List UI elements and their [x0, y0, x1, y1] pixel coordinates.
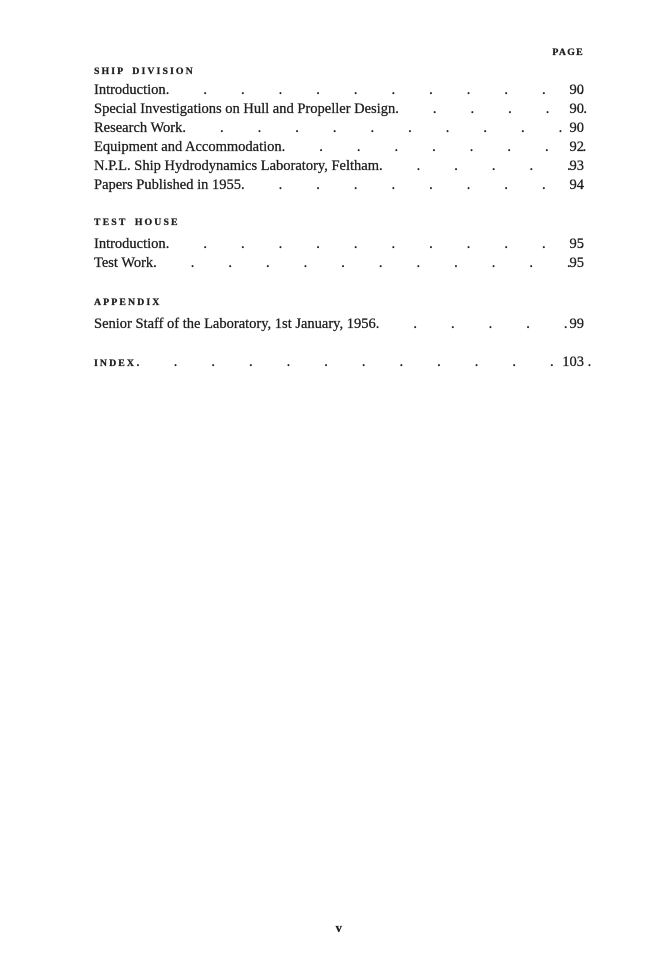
entry-page-number: 99 [569, 316, 584, 332]
toc-section-appendix: APPENDIX Senior Staff of the Laboratory,… [94, 293, 591, 334]
toc-entry: Research Work ..........................… [94, 119, 591, 138]
toc-entry: Test Work ............................ 9… [94, 254, 591, 273]
entry-page-number: 93 [569, 158, 584, 174]
toc-entry: Senior Staff of the Laboratory, 1st Janu… [94, 315, 591, 334]
dot-leader: ............................ [395, 101, 591, 117]
dot-leader: ............................ [379, 158, 591, 174]
toc-entry: Special Investigations on Hull and Prope… [94, 100, 591, 119]
section-heading: TEST HOUSE [94, 217, 180, 228]
toc-entry: Introduction ...........................… [94, 81, 591, 100]
dot-leader: ............................ [165, 236, 591, 252]
entry-page-number: 90 [569, 101, 584, 117]
toc-entry: Equipment and Accommodation ............… [94, 138, 591, 157]
entry-title: Equipment and Accommodation [94, 139, 282, 155]
entry-page-number: 90 [569, 82, 584, 98]
dot-leader: ............................ [153, 255, 591, 271]
dot-leader: ............................ [241, 177, 591, 193]
toc-entry: N.P.L. Ship Hydrodynamics Laboratory, Fe… [94, 157, 591, 176]
section-heading: SHIP DIVISION [94, 66, 195, 77]
entry-title: Senior Staff of the Laboratory, 1st Janu… [94, 316, 376, 332]
entry-title: Introduction [94, 82, 166, 98]
entry-page-number: 94 [569, 177, 584, 193]
dot-leader: ............................ [182, 120, 591, 136]
folio-page-number: v [335, 921, 343, 935]
toc-entry: Introduction ...........................… [94, 235, 591, 254]
entry-title: N.P.L. Ship Hydrodynamics Laboratory, Fe… [94, 158, 379, 174]
dot-leader: ............................ [136, 354, 591, 370]
dot-leader: ............................ [375, 316, 591, 332]
entry-title: Research Work [94, 120, 183, 136]
toc-entry: Papers Published in 1955 ...............… [94, 176, 591, 195]
toc-section-ship-division: SHIP DIVISION Introduction .............… [94, 62, 591, 195]
toc-section-test-house: TEST HOUSE Introduction ................… [94, 213, 591, 273]
entry-title: Introduction [94, 236, 166, 252]
entry-page-number: 90 [569, 120, 584, 136]
entry-page-number: 95 [569, 236, 584, 252]
dot-leader: ............................ [165, 82, 591, 98]
entry-page-number: 92 [569, 139, 584, 155]
dot-leader: ............................ [281, 139, 591, 155]
page-column-header-row: PAGE [94, 43, 584, 62]
entry-page-number: 95 [569, 255, 584, 271]
entry-title: Test Work [94, 255, 154, 271]
section-heading: APPENDIX [94, 297, 162, 308]
page-column-header: PAGE [552, 47, 584, 58]
entry-title: Special Investigations on Hull and Prope… [94, 101, 396, 117]
entry-title: INDEX [94, 358, 137, 369]
entry-title: Papers Published in 1955 [94, 177, 242, 193]
toc-entry-index: INDEX ............................ 103 [94, 353, 591, 373]
entry-page-number: 103 [562, 354, 584, 370]
